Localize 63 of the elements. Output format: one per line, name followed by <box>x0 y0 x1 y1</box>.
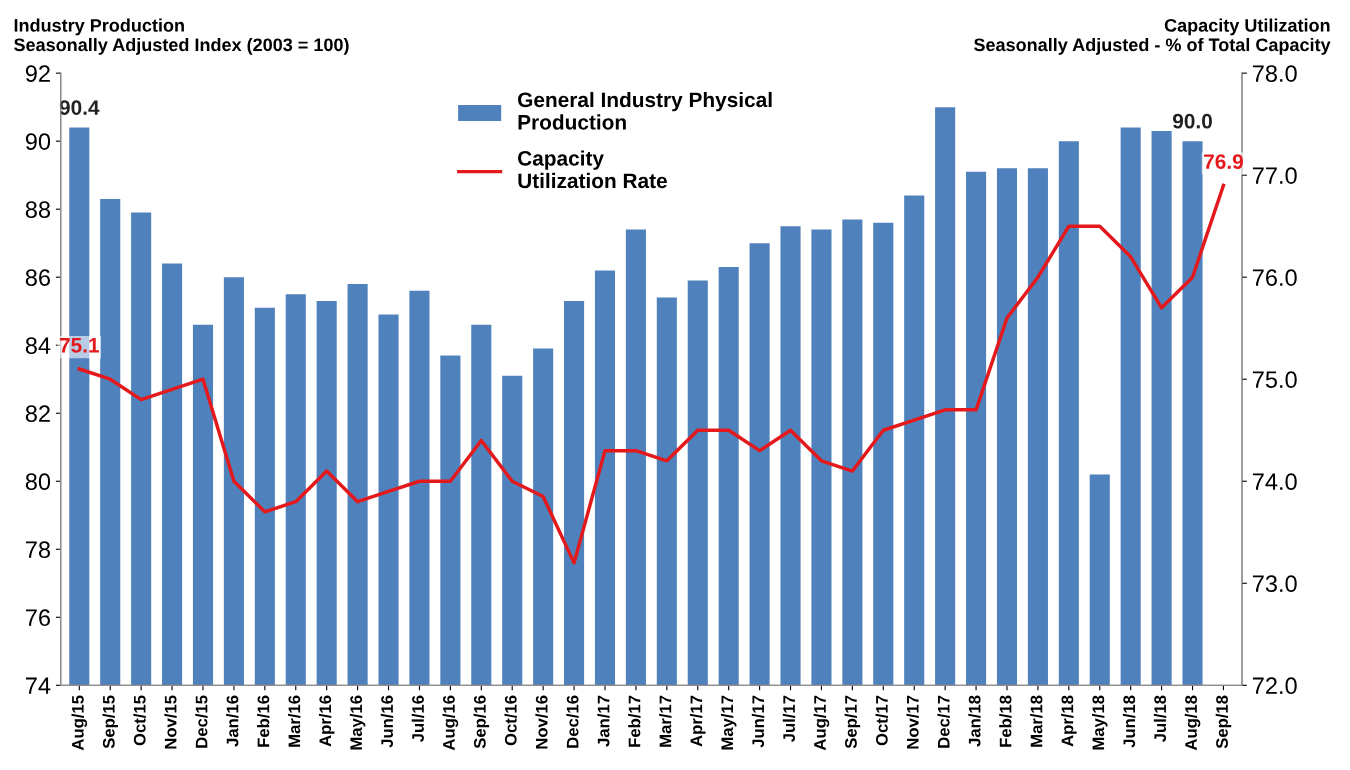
x-tick-label: Jan/16 <box>226 695 239 747</box>
y-tick-label: 80 <box>25 473 51 491</box>
x-tick-label: Nov/16 <box>535 695 548 749</box>
x-tick-label: Aug/17 <box>813 695 830 751</box>
x-tick-label: Jun/17 <box>751 695 765 748</box>
y2-tick-label: 72.0 <box>1252 677 1297 695</box>
legend-label: General Industry Physical Production <box>518 91 772 130</box>
x-tick-label: Aug/16 <box>442 695 459 751</box>
x-tick-label: Oct/17 <box>875 695 888 746</box>
x-tick-label: Jan/17 <box>597 695 610 747</box>
data-label: 90.0 <box>1172 113 1212 129</box>
x-tick-label: Apr/16 <box>318 695 335 747</box>
x-tick-label: Dec/15 <box>195 695 208 748</box>
y2-tick-label: 75.0 <box>1252 371 1297 389</box>
x-tick-label: Mar/17 <box>659 695 672 747</box>
x-tick-label: Jul/18 <box>1153 695 1167 743</box>
y-tick-label: 86 <box>25 269 50 286</box>
data-label: 76.9 <box>1204 154 1243 170</box>
y2-tick-label: 74.0 <box>1252 473 1297 491</box>
x-tick-label: May/18 <box>1091 695 1108 750</box>
y-tick-label: 74 <box>25 677 51 694</box>
x-tick-label: Nov/17 <box>906 695 919 749</box>
y-tick-label: 88 <box>25 201 50 218</box>
y2-tick-label: 76.0 <box>1252 269 1297 286</box>
y2-axis-title: Capacity Utilization Seasonally Adjusted - % of Total Capacity <box>973 18 1331 55</box>
x-tick-label: Dec/16 <box>566 695 579 748</box>
data-label: 75.1 <box>59 338 99 353</box>
y-tick-label: 92 <box>25 65 50 82</box>
x-tick-label: Apr/17 <box>689 695 706 747</box>
x-tick-label: Mar/16 <box>287 695 301 747</box>
x-tick-label: Feb/17 <box>628 695 641 747</box>
x-tick-label: Jul/16 <box>411 695 425 743</box>
x-tick-label: Apr/18 <box>1061 695 1077 747</box>
y-tick-label: 90 <box>25 133 51 150</box>
x-tick-label: Oct/15 <box>133 695 146 746</box>
x-tick-label: Sep/16 <box>473 695 490 749</box>
x-tick-label: Jul/17 <box>782 695 796 743</box>
x-tick-label: May/16 <box>349 695 366 750</box>
x-tick-label: Sep/18 <box>1215 695 1232 749</box>
x-tick-label: Feb/18 <box>999 695 1012 747</box>
x-tick-label: Aug/15 <box>71 695 88 751</box>
x-tick-label: Oct/16 <box>504 695 517 746</box>
y-tick-label: 82 <box>25 405 50 423</box>
x-tick-label: Sep/15 <box>102 695 118 749</box>
y-tick-label: 76 <box>25 609 50 627</box>
y-axis-title: Industry Production Seasonally Adjusted Index (2003 = 100) <box>14 18 349 55</box>
x-tick-label: Jun/16 <box>380 695 394 748</box>
y2-tick-label: 78.0 <box>1252 65 1297 82</box>
data-label: 90.4 <box>59 100 100 115</box>
x-tick-label: Mar/18 <box>1030 695 1043 747</box>
y-tick-label: 84 <box>25 337 51 354</box>
y2-tick-label: 77.0 <box>1252 167 1297 184</box>
y2-tick-label: 73.0 <box>1252 575 1297 593</box>
x-tick-label: Dec/17 <box>937 695 950 748</box>
legend-label: Capacity Utilization Rate <box>518 150 667 189</box>
x-tick-label: Aug/18 <box>1184 695 1201 751</box>
y-tick-label: 78 <box>25 541 50 559</box>
x-tick-label: May/17 <box>720 695 737 750</box>
x-tick-label: Nov/15 <box>164 695 177 749</box>
x-tick-label: Sep/17 <box>844 695 861 749</box>
x-tick-label: Jun/18 <box>1122 695 1136 748</box>
x-tick-label: Feb/16 <box>257 695 270 747</box>
x-tick-label: Jan/18 <box>968 695 981 747</box>
